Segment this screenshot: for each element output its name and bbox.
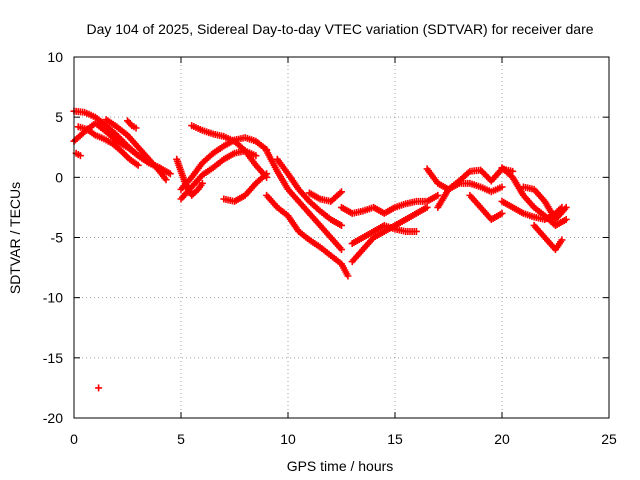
x-tick-label: 20 [494, 431, 510, 447]
data-point [344, 272, 352, 280]
y-tick-label: -5 [51, 230, 64, 246]
data-series-track-14 [273, 155, 345, 229]
data-series-track-25 [530, 221, 566, 254]
data-series-track-12 [263, 147, 345, 254]
data-point [263, 170, 271, 178]
data-series-track-10 [188, 122, 271, 181]
data-series-track-5 [124, 117, 140, 132]
chart-title: Day 104 of 2025, Sidereal Day-to-day VTE… [86, 21, 593, 37]
data-series-track-16 [338, 191, 442, 217]
data-point [562, 203, 570, 211]
data-point [134, 161, 142, 169]
data-point [336, 189, 344, 197]
data-point [162, 176, 170, 184]
data-series-track-4 [102, 116, 170, 184]
data-point [562, 215, 570, 223]
data-series-track-20 [434, 179, 506, 211]
data-series-track-24 [519, 183, 570, 223]
data-series-track-15 [305, 188, 345, 205]
data-series-track-11 [220, 170, 271, 205]
plot-area [70, 107, 570, 392]
data-series-track-18 [348, 221, 420, 248]
grid [74, 57, 609, 418]
y-tick-label: 5 [55, 109, 63, 125]
x-tick-label: 5 [177, 431, 185, 447]
y-tick-label: -20 [43, 410, 63, 426]
data-point [464, 169, 472, 177]
data-point [198, 179, 206, 187]
plot-frame [73, 56, 610, 419]
data-point [338, 188, 345, 196]
data-point [95, 384, 103, 392]
data-point [76, 152, 84, 160]
x-axis-label: GPS time / hours [287, 458, 394, 474]
data-series-outlier [95, 384, 103, 392]
data-point [338, 221, 345, 229]
x-tick-label: 25 [601, 431, 617, 447]
data-point [132, 124, 140, 132]
data-point [558, 236, 566, 244]
data-point [434, 191, 442, 199]
data-series-track-6 [72, 149, 84, 160]
data-point [498, 209, 506, 217]
data-point [412, 227, 420, 235]
data-series-track-9 [177, 134, 271, 193]
x-tick-label: 0 [70, 431, 78, 447]
data-series-track-21 [466, 191, 506, 223]
data-point [261, 171, 269, 179]
y-tick-label: 10 [47, 49, 63, 65]
y-tick-label: -15 [43, 350, 63, 366]
data-point [252, 152, 260, 160]
y-axis-label: SDTVAR / TECUs [7, 182, 23, 294]
data-series-track-13 [263, 191, 352, 280]
x-tick-label: 10 [280, 431, 296, 447]
data-series-track-3 [74, 123, 142, 169]
data-point [166, 170, 174, 178]
y-tick-label: -10 [43, 290, 63, 306]
x-tick-label: 15 [387, 431, 403, 447]
data-point [498, 183, 506, 191]
data-point [423, 203, 431, 211]
y-tick-label: 0 [55, 169, 63, 185]
axes: 0 5 10 15 20 25 10 5 0 -5 -10 -15 -20 [43, 49, 617, 447]
data-point [338, 246, 345, 254]
